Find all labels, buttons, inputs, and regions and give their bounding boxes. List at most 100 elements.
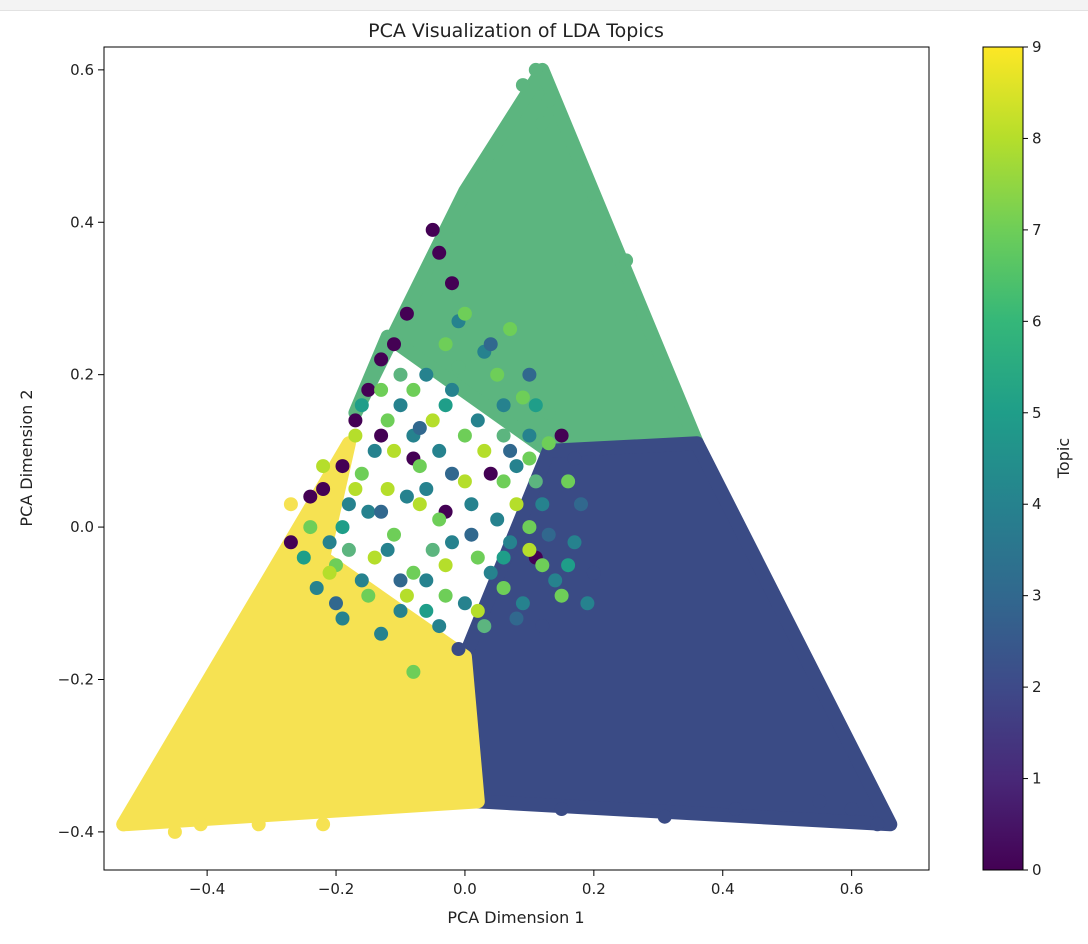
scatter-point: [541, 93, 556, 108]
colorbar-tick-label: 3: [1032, 587, 1042, 605]
y-tick-label: 0.2: [70, 366, 94, 384]
scatter-point: [193, 817, 208, 832]
scatter-point: [374, 428, 389, 443]
scatter-point: [515, 78, 530, 93]
scatter-point: [341, 497, 356, 512]
topic-region-2: [457, 436, 898, 832]
scatter-point: [419, 482, 434, 496]
scatter-point: [522, 428, 537, 443]
scatter-point: [496, 474, 511, 489]
scatter-point: [387, 337, 401, 352]
scatter-point: [535, 619, 550, 634]
scatter-point: [528, 398, 543, 413]
scatter-point: [361, 588, 376, 603]
scatter-point: [464, 497, 479, 512]
scatter-point: [619, 253, 634, 268]
scatter-point: [470, 550, 485, 565]
colorbar-tick-label: 6: [1032, 312, 1042, 330]
scatter-point: [412, 459, 427, 474]
scatter-point: [438, 558, 453, 573]
scatter-point: [425, 222, 440, 237]
scatter-point: [380, 642, 395, 656]
scatter-point: [303, 520, 318, 535]
colorbar-tick-label: 5: [1032, 404, 1042, 422]
colorbar-tick-label: 1: [1032, 770, 1042, 788]
scatter-point: [451, 642, 466, 656]
scatter-point: [432, 619, 447, 634]
scatter-point: [374, 352, 389, 367]
scatter-point: [445, 382, 459, 397]
scatter-point: [335, 459, 350, 474]
scatter-point: [412, 421, 427, 435]
scatter-point: [470, 603, 485, 618]
y-tick-label: −0.2: [58, 670, 94, 688]
scatter-point: [322, 535, 337, 550]
scatter-point: [438, 588, 453, 603]
scatter-point: [387, 527, 401, 542]
scatter-point: [309, 581, 324, 595]
scatter-point: [393, 573, 408, 588]
scatter-point: [374, 382, 389, 397]
y-tick-label: 0.0: [70, 518, 94, 536]
scatter-point: [399, 306, 414, 321]
scatter-point: [574, 497, 588, 512]
scatter-point: [374, 626, 389, 641]
scatter-points: [116, 62, 885, 839]
scatter-point: [554, 428, 569, 443]
scatter-point: [554, 588, 569, 603]
scatter-point: [329, 596, 343, 611]
scatter-point: [490, 512, 505, 527]
scatter-point: [341, 542, 356, 557]
scatter-point: [406, 565, 421, 580]
scatter-point: [522, 520, 537, 535]
scatter-point: [503, 535, 518, 550]
scatter-point: [728, 802, 743, 816]
scatter-point: [464, 527, 479, 542]
x-axis: −0.4 −0.2 0.0 0.2 0.4 0.6: [189, 870, 864, 898]
scatter-point: [335, 520, 350, 535]
scatter-point: [541, 527, 556, 542]
scatter-point: [251, 817, 266, 832]
scatter-point: [399, 489, 414, 504]
scatter-point: [509, 497, 524, 512]
scatter-point: [316, 817, 331, 832]
scatter-point: [348, 428, 363, 443]
scatter-point: [367, 550, 382, 565]
scatter-point: [322, 565, 337, 580]
scatter-point: [167, 824, 182, 839]
scatter-point: [515, 596, 530, 611]
scatter-point: [457, 474, 472, 489]
x-axis-label: PCA Dimension 1: [447, 908, 584, 927]
scatter-point: [283, 497, 298, 512]
scatter-point: [445, 276, 459, 291]
scatter-point: [419, 367, 434, 382]
window-top-bar: [0, 0, 1088, 11]
scatter-point: [412, 497, 427, 512]
colorbar-tick-label: 8: [1032, 129, 1042, 147]
scatter-point: [290, 581, 305, 595]
scatter-point: [496, 398, 511, 413]
plot-frame: [103, 46, 930, 871]
colorbar-tick-label: 9: [1032, 38, 1042, 56]
scatter-point: [438, 398, 453, 413]
scatter-point: [354, 466, 369, 481]
scatter-point: [657, 809, 672, 824]
scatter-point: [283, 535, 298, 550]
scatter-point: [432, 443, 447, 458]
y-tick-label: −0.4: [58, 823, 94, 841]
scatter-point: [496, 428, 511, 443]
scatter-point: [535, 558, 550, 573]
scatter-point: [457, 306, 472, 321]
scatter-point: [509, 611, 524, 626]
scatter-point: [515, 390, 530, 405]
scatter-point: [316, 482, 331, 496]
scatter-point: [535, 116, 550, 131]
scatter-point: [541, 436, 556, 451]
scatter-point: [451, 360, 466, 375]
scatter-point: [445, 466, 459, 481]
scatter-point: [586, 200, 601, 214]
scatter-point: [425, 413, 440, 428]
scatter-point: [483, 565, 498, 580]
x-tick-label: −0.4: [189, 880, 225, 898]
scatter-point: [503, 322, 518, 336]
